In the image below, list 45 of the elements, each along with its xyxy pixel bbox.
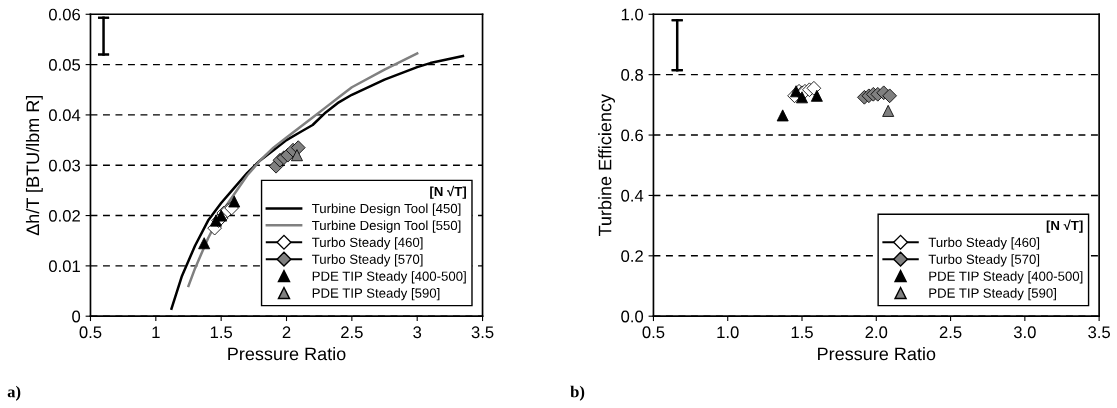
legend-label: PDE TIP Steady [590]	[312, 288, 440, 301]
legend-label: Turbo Steady [570]	[311, 254, 423, 267]
x-tick-label: 0.5	[79, 326, 102, 339]
legend-label: Turbo Steady [460]	[311, 237, 423, 250]
y-tick-label: 0.6	[621, 129, 643, 142]
y-tick-label: 0.8	[621, 69, 643, 81]
y-tick-label: 0.03	[48, 159, 81, 172]
y-tick-label: 0.02	[48, 209, 80, 222]
y-tick-label: 0.01	[48, 260, 80, 273]
x-tick-label: 2.5	[341, 326, 363, 339]
x-tick-label: 1.5	[791, 326, 813, 339]
legend-title: [N √T]	[1046, 219, 1083, 233]
legend-title: [N √T]	[430, 185, 466, 199]
legend-label: Turbo Steady [570]	[928, 254, 1040, 267]
y-tick-label: 0	[72, 310, 81, 323]
y-tick-label: 0.4	[621, 189, 644, 202]
y-tick-label: 1.0	[621, 8, 644, 21]
legend-label: PDE TIP Steady [590]	[929, 288, 1056, 301]
y-tick-label: 0.05	[48, 59, 81, 71]
text: a)	[7, 385, 21, 401]
x-tick-label: 2.0	[865, 326, 888, 339]
x-axis-title: Pressure Ratio	[228, 347, 346, 361]
x-tick-label: 2	[282, 326, 291, 338]
x-tick-label: 2.5	[939, 326, 962, 339]
legend-label: PDE TIP Steady [400-500]	[929, 271, 1083, 284]
x-tick-label: 3	[413, 326, 422, 339]
legend-label: Turbo Steady [460]	[928, 237, 1040, 250]
x-tick-label: 3.0	[1013, 326, 1036, 339]
y-tick-label: 0.06	[48, 8, 81, 21]
x-tick-label: 1.5	[210, 326, 233, 339]
y-tick-label: 0.0	[621, 310, 644, 323]
legend-label: Turbine Design Tool [450]	[311, 203, 461, 216]
legend-label: Turbine Design Tool [550]	[311, 220, 461, 233]
legend-label: PDE TIP Steady [400-500]	[312, 271, 466, 284]
x-tick-label: 3.5	[471, 326, 494, 339]
x-tick-label: 1	[152, 326, 160, 338]
y-axis-title: Turbine Efficiency	[598, 94, 615, 237]
x-tick-label: 3.5	[1088, 326, 1111, 339]
y-axis-title: Δh/T [BTU/lbm R]	[25, 95, 43, 236]
x-tick-label: 0.5	[642, 326, 665, 339]
y-tick-label: 0.04	[48, 109, 81, 122]
x-tick-label: 1.0	[717, 326, 739, 339]
x-axis-title: Pressure Ratio	[818, 347, 936, 361]
y-tick-label: 0.2	[621, 250, 643, 263]
text: b)	[570, 385, 585, 401]
